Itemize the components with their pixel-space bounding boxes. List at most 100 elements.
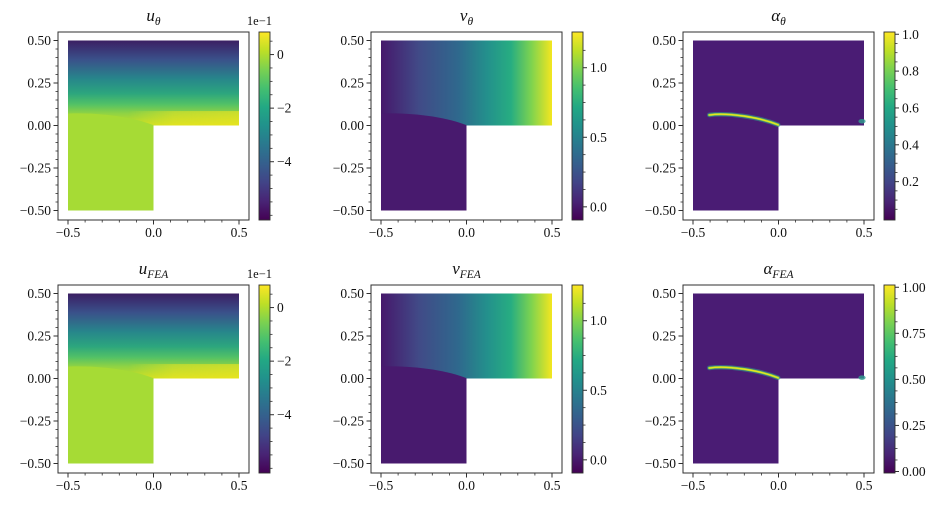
colorbar-tick-label: −2	[277, 354, 291, 369]
colorbar-tick-label: 0.75	[902, 326, 926, 341]
x-tick-label: −0.5	[56, 478, 81, 493]
panel-title: vFEA	[452, 259, 482, 281]
panel-svg-u-theta: −0.5 0.0 0.5 0.50 0.25 0.00 −0.25 −0.50 uθ 0 −2 −4 1…	[20, 6, 292, 240]
colorbar-tick-label: 0	[277, 47, 284, 62]
x-tick-label: 0.5	[856, 478, 873, 493]
heatmap-lower-block	[381, 113, 467, 211]
panel-title-base: u	[146, 6, 155, 25]
x-tick-label: 0.0	[145, 225, 162, 240]
heatmap-top-band	[381, 293, 552, 379]
y-tick-label: −0.50	[645, 203, 676, 218]
panel-u-theta: −0.5 0.0 0.5 0.50 0.25 0.00 −0.25 −0.50 uθ 0 −2 −4 1…	[0, 0, 312, 253]
panel-title: αFEA	[763, 259, 794, 281]
panel-title-sub: FEA	[771, 269, 794, 281]
panel-u-fea: −0.5 0.0 0.5 0.50 0.25 0.00 −0.25 −0.50 uFEA 0 −2 −…	[0, 253, 312, 506]
colorbar-tick-label: 0.8	[902, 64, 919, 79]
y-tick-label: −0.25	[333, 414, 364, 429]
x-tick-label: −0.5	[369, 478, 394, 493]
colorbar-tick-label: 0.2	[902, 174, 919, 189]
heatmap-top-band	[381, 40, 552, 126]
y-tick-label: 0.25	[652, 76, 676, 91]
crack-edge-smudge	[858, 375, 866, 380]
x-tick-label: −0.5	[56, 225, 81, 240]
colorbar-tick-label: 1.0	[590, 313, 607, 328]
y-tick-label: −0.50	[20, 203, 51, 218]
y-tick-label: −0.25	[20, 414, 51, 429]
colorbar-gradient	[571, 284, 584, 474]
colorbar-tick-label: −2	[277, 101, 291, 116]
colorbar-gradient	[883, 284, 896, 474]
y-tick-label: −0.25	[333, 161, 364, 176]
colorbar-tick-label: 0.6	[902, 100, 919, 115]
colorbar-tick-label: 1.0	[902, 27, 919, 42]
y-tick-label: 0.00	[652, 118, 676, 133]
colorbar-tick-label: 1.0	[590, 60, 607, 75]
panel-svg-alpha-theta: −0.5 0.0 0.5 0.50 0.25 0.00 −0.25 −0.50 αθ 1.0 0.8…	[645, 6, 919, 240]
y-tick-label: −0.25	[645, 414, 676, 429]
y-tick-label: 0.25	[27, 329, 51, 344]
panel-v-theta: −0.5 0.0 0.5 0.50 0.25 0.00 −0.25 −0.50 vθ 1.0 0.5…	[313, 0, 625, 253]
x-tick-label: 0.0	[770, 478, 787, 493]
panel-svg-alpha-fea: −0.5 0.0 0.5 0.50 0.25 0.00 −0.25 −0.50 αFEA 1.00…	[645, 259, 926, 493]
panel-title-sub: θ	[467, 16, 473, 28]
x-tick-label: 0.5	[231, 225, 248, 240]
x-tick-label: −0.5	[681, 225, 706, 240]
crack-line	[708, 366, 779, 379]
colorbar-gradient	[258, 284, 271, 474]
heatmap-lower-block	[381, 366, 467, 464]
y-tick-label: 0.50	[27, 33, 51, 48]
x-tick-label: 0.0	[770, 225, 787, 240]
colorbar-tick-label: 0.0	[590, 199, 607, 214]
colorbar-offset-label: 1e−1	[247, 267, 272, 281]
heatmap-lower-block	[693, 366, 779, 464]
heatmap-lower-block	[693, 113, 779, 211]
crack-line	[708, 113, 779, 126]
y-tick-label: 0.00	[340, 118, 364, 133]
y-tick-label: 0.00	[27, 118, 51, 133]
y-tick-label: 0.50	[340, 286, 364, 301]
colorbar-tick-label: 0.25	[902, 418, 926, 433]
colorbar-tick-label: −4	[277, 154, 292, 169]
colorbar-tick-label: 0	[277, 300, 284, 315]
panel-svg-v-fea: −0.5 0.0 0.5 0.50 0.25 0.00 −0.25 −0.50 vFEA 1.0 0…	[333, 259, 607, 493]
y-tick-label: 0.50	[652, 33, 676, 48]
crack-edge-smudge	[858, 118, 866, 124]
panel-title-base: v	[452, 259, 460, 278]
x-tick-label: 0.0	[458, 478, 475, 493]
panel-title-base: α	[771, 6, 781, 25]
x-tick-label: −0.5	[369, 225, 394, 240]
panel-svg-v-theta: −0.5 0.0 0.5 0.50 0.25 0.00 −0.25 −0.50 vθ 1.0 0.5…	[333, 6, 607, 240]
x-tick-label: 0.5	[544, 478, 561, 493]
y-tick-label: −0.50	[20, 456, 51, 471]
x-tick-label: 0.5	[856, 225, 873, 240]
colorbar-tick-label: −4	[277, 407, 292, 422]
heatmap-top-band	[693, 293, 864, 379]
colorbar-tick-label: 0.00	[902, 464, 926, 479]
colorbar-tick-label: 1.00	[902, 280, 926, 295]
colorbar-tick-label: 0.5	[590, 383, 607, 398]
heatmap-lower-block	[68, 366, 154, 464]
panel-title: uθ	[146, 6, 161, 28]
y-tick-label: 0.25	[27, 76, 51, 91]
y-tick-label: 0.50	[652, 286, 676, 301]
y-tick-label: −0.25	[20, 161, 51, 176]
colorbar-tick-label: 0.4	[902, 137, 919, 152]
y-tick-label: 0.25	[340, 329, 364, 344]
x-tick-label: 0.5	[544, 225, 561, 240]
colorbar-offset-label: 1e−1	[247, 14, 272, 28]
colorbar-tick-label: 0.50	[902, 372, 926, 387]
panel-title-sub: FEA	[146, 269, 169, 281]
y-tick-label: 0.50	[27, 286, 51, 301]
panel-title: αθ	[771, 6, 786, 28]
y-tick-label: 0.00	[27, 371, 51, 386]
y-tick-label: 0.50	[340, 33, 364, 48]
y-tick-label: −0.50	[645, 456, 676, 471]
colorbar-gradient	[571, 31, 584, 221]
panel-title-base: u	[139, 259, 148, 278]
panel-title-sub: FEA	[459, 269, 482, 281]
y-tick-label: 0.00	[340, 371, 364, 386]
y-tick-label: 0.25	[340, 76, 364, 91]
heatmap-top-band	[693, 40, 864, 126]
y-tick-label: −0.25	[645, 161, 676, 176]
y-tick-label: −0.50	[333, 203, 364, 218]
